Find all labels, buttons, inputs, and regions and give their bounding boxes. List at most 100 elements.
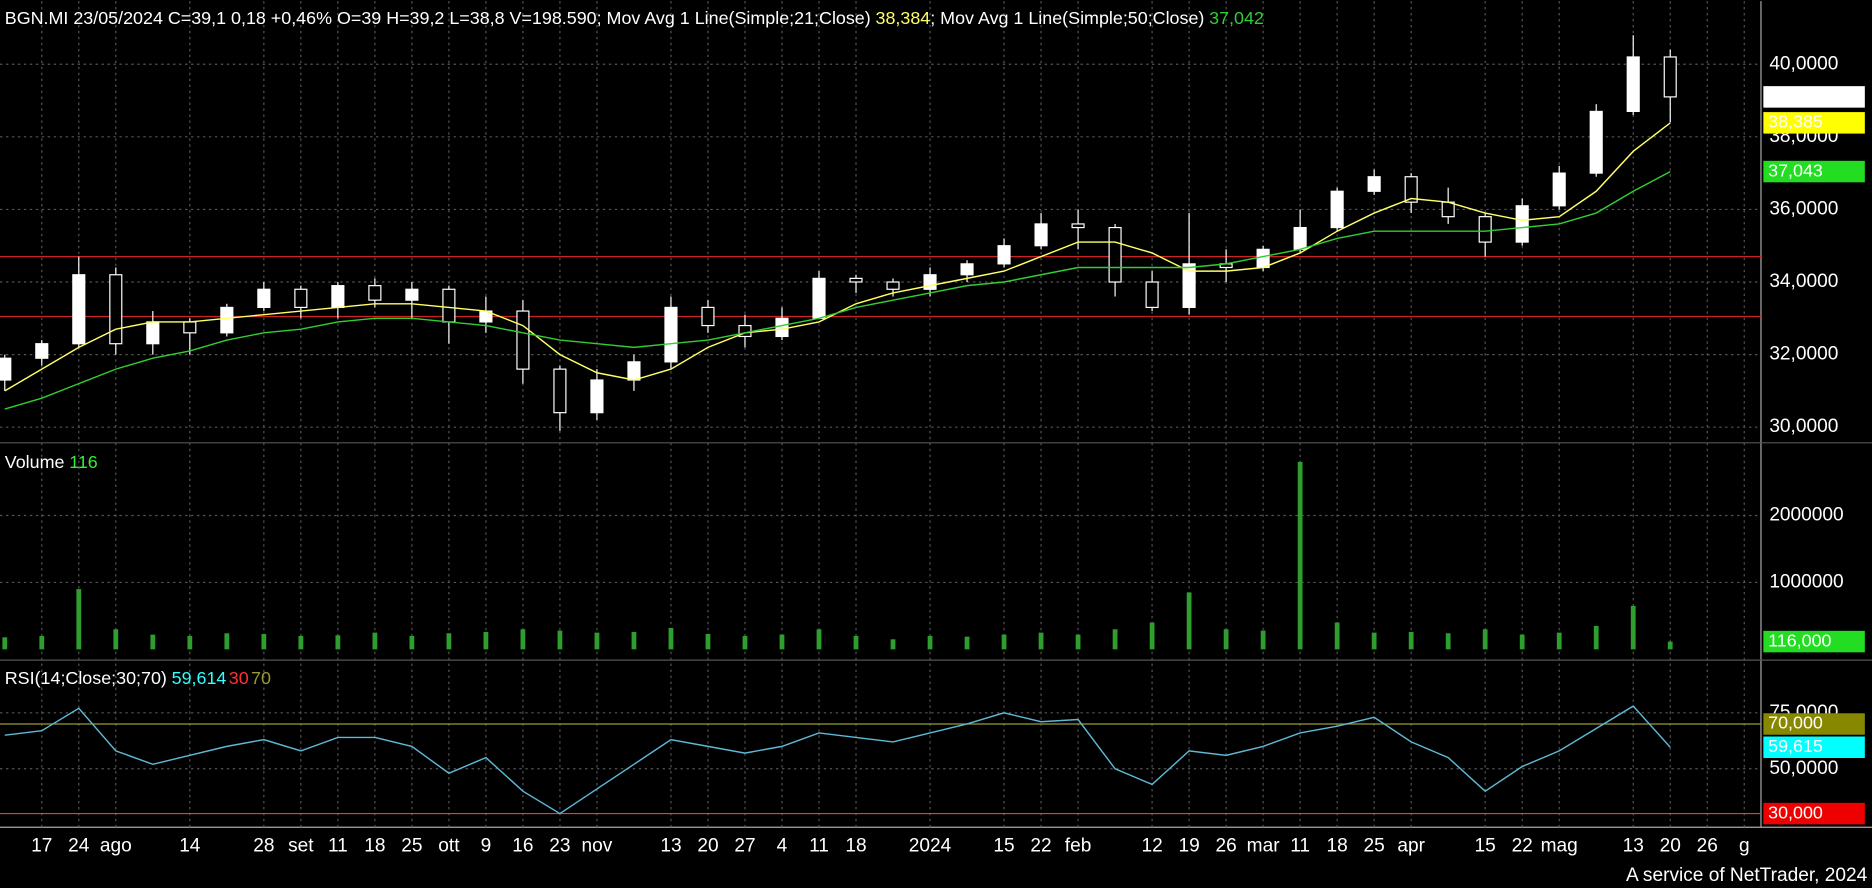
candle-body [1663, 56, 1677, 98]
candle-body [775, 317, 789, 338]
candle-body [183, 321, 197, 334]
volume-bar [1593, 625, 1599, 650]
x-tick-label: 11 [1290, 835, 1310, 856]
x-tick-label: 24 [68, 835, 90, 856]
value-tag [1763, 630, 1865, 653]
volume-bar [1186, 592, 1192, 650]
value-tag-label: 30,000 [1768, 802, 1823, 822]
volume-bar [705, 633, 711, 650]
volume-bar [631, 631, 637, 650]
volume-bar [1519, 634, 1525, 650]
x-tick-label: 17 [31, 835, 52, 856]
volume-bar [890, 639, 896, 650]
x-tick-label: g [1739, 835, 1750, 856]
x-tick-label: nov [582, 835, 613, 856]
candle-body [1182, 263, 1196, 309]
volume-bar [113, 629, 119, 650]
y-tick-label: 30,0000 [1769, 416, 1838, 437]
candle-body [516, 310, 530, 370]
volume-bar [1112, 629, 1118, 650]
value-tag-label: 38,385 [1768, 112, 1823, 132]
y-tick-label: 50,0000 [1769, 758, 1838, 779]
candle-body [1330, 190, 1344, 229]
candle-body [1367, 176, 1381, 192]
x-tick-label: 27 [734, 835, 755, 856]
volume-bar [446, 633, 452, 650]
last-value-label: 59,614 [172, 668, 227, 688]
value-tag [1763, 86, 1865, 108]
y-tick-label: 32,0000 [1769, 344, 1838, 365]
volume-bar [224, 633, 230, 650]
candle-body [1108, 226, 1122, 283]
level-label: 70 [251, 668, 271, 688]
rsi-line [4, 705, 1671, 815]
x-tick-label: ago [100, 835, 132, 856]
candle-body [590, 379, 604, 414]
x-tick-label: ott [438, 835, 460, 856]
candle-body [220, 306, 234, 334]
x-tick-label: 26 [1215, 835, 1236, 856]
candle-body [1404, 176, 1418, 203]
candle-body [405, 288, 419, 301]
volume-bar [816, 629, 822, 650]
y-tick-label: 40,0000 [1769, 53, 1838, 74]
volume-bar [39, 635, 45, 650]
volume-bar [1223, 629, 1229, 650]
x-tick-label: 12 [1141, 835, 1162, 856]
x-tick-label: 26 [1697, 835, 1718, 856]
candle-body [35, 343, 49, 359]
candle-body [960, 263, 974, 276]
volume-bar [372, 632, 378, 650]
volume-bar [779, 634, 785, 650]
moving-average [4, 170, 1671, 410]
candle-body [627, 361, 641, 381]
volume-bar [187, 635, 193, 650]
candle-body [1293, 226, 1307, 250]
value-tag [1763, 802, 1865, 825]
x-tick-label: 14 [179, 835, 201, 856]
x-tick-label: 15 [1475, 835, 1496, 856]
volume-bar [261, 633, 267, 650]
x-tick-label: 16 [512, 835, 533, 856]
candle-body [664, 306, 678, 363]
volume-bar [1445, 633, 1451, 650]
volume-bar [742, 635, 748, 650]
x-tick-label: 25 [401, 835, 422, 856]
candle-body [1552, 172, 1566, 207]
candle-body [72, 274, 86, 345]
y-tick-label: 36,0000 [1769, 198, 1838, 219]
legend-entry: ; Mov Avg 1 Line(Simple;50;Close) [930, 8, 1204, 28]
x-tick-label: 18 [1327, 835, 1348, 856]
x-tick-label: 18 [364, 835, 385, 856]
x-tick-label: 2024 [909, 835, 952, 856]
candle-body [1515, 205, 1529, 243]
volume-bar [1630, 605, 1636, 650]
volume-bar [927, 635, 933, 650]
candle-body [257, 288, 271, 309]
x-tick-label: 20 [1660, 835, 1681, 856]
candle-body [1071, 223, 1085, 229]
volume-bar [1001, 634, 1007, 650]
volume-bar [1297, 461, 1303, 650]
value-tag [1763, 713, 1865, 735]
volume-bar [1482, 629, 1488, 650]
candle-body [294, 288, 308, 309]
x-tick-label: 4 [777, 835, 788, 856]
footer: A service of NetTrader, 2024 [1626, 865, 1868, 886]
y-tick-label: 34,0000 [1769, 271, 1838, 292]
volume-bar [520, 629, 526, 650]
x-tick-label: 11 [809, 835, 829, 856]
volume-bar [668, 627, 674, 650]
candle-body [812, 277, 826, 319]
volume-bar [1334, 622, 1340, 650]
candle-body [1441, 201, 1455, 218]
x-tick-label: 23 [549, 835, 570, 856]
legend-entry: ; Mov Avg 1 Line(Simple;21;Close) [597, 8, 871, 28]
x-tick-label: set [288, 835, 314, 856]
x-tick-label: 13 [660, 835, 681, 856]
panel-title: RSI(14;Close;30;70) [5, 668, 167, 688]
volume-bar [2, 637, 8, 650]
value-tag-label: 116,000 [1768, 630, 1831, 650]
panel-title: Volume [5, 452, 65, 472]
